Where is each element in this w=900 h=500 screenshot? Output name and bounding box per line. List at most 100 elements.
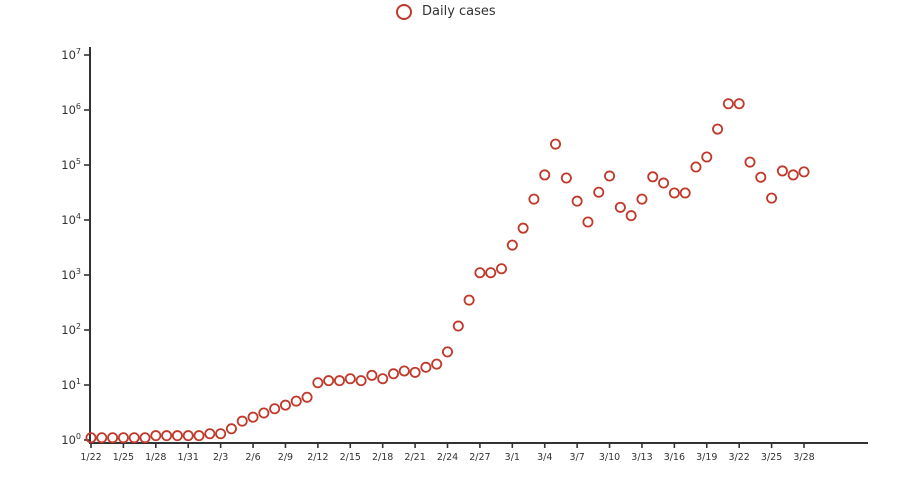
x-tick-label: 3/25 xyxy=(761,452,782,463)
y-axis: 100 101 102 103 104 105 106 107 xyxy=(61,47,90,447)
x-tick-label: 1/22 xyxy=(80,452,101,463)
data-point xyxy=(485,267,497,279)
data-point xyxy=(712,123,724,135)
data-point xyxy=(571,195,583,207)
y-tick-label: 101 xyxy=(61,377,81,392)
data-point xyxy=(582,216,594,228)
x-tick-label: 2/9 xyxy=(278,452,293,463)
data-point xyxy=(301,391,313,403)
data-point xyxy=(420,361,432,373)
data-point xyxy=(96,432,108,444)
x-tick-label: 3/4 xyxy=(537,452,552,463)
x-tick-label: 2/12 xyxy=(307,452,328,463)
data-point xyxy=(193,430,205,442)
data-point xyxy=(236,415,248,427)
data-point xyxy=(658,177,670,189)
data-point xyxy=(128,432,140,444)
x-tick-label: 2/18 xyxy=(372,452,393,463)
data-point xyxy=(539,169,551,181)
y-tick-label: 107 xyxy=(61,47,81,62)
axes xyxy=(89,47,868,444)
x-tick-label: 1/28 xyxy=(145,452,166,463)
data-point xyxy=(215,428,227,440)
data-point xyxy=(225,423,237,435)
data-point xyxy=(452,320,464,332)
data-point xyxy=(604,170,616,182)
data-point xyxy=(463,294,475,306)
legend: Daily cases xyxy=(396,2,496,22)
data-point xyxy=(550,138,562,150)
data-point xyxy=(593,186,605,198)
x-tick-label: 2/3 xyxy=(213,452,228,463)
data-point xyxy=(398,365,410,377)
data-point xyxy=(690,161,702,173)
x-tick-label: 3/7 xyxy=(569,452,584,463)
x-tick-label: 1/25 xyxy=(113,452,134,463)
data-point xyxy=(182,430,194,442)
y-tick-label: 106 xyxy=(61,102,81,117)
data-points xyxy=(85,98,810,444)
x-tick-label: 3/1 xyxy=(505,452,520,463)
x-tick-label: 2/6 xyxy=(245,452,260,463)
y-tick-label: 104 xyxy=(61,212,81,227)
data-point xyxy=(247,411,259,423)
data-point xyxy=(744,156,756,168)
data-point xyxy=(117,432,129,444)
data-point xyxy=(636,193,648,205)
data-point xyxy=(139,432,151,444)
data-point xyxy=(766,192,778,204)
data-point xyxy=(312,377,324,389)
data-point xyxy=(150,430,162,442)
legend-marker-icon xyxy=(396,4,412,20)
data-point xyxy=(161,430,173,442)
y-tick-label: 105 xyxy=(61,157,81,172)
data-point xyxy=(787,169,799,181)
data-point xyxy=(722,98,734,110)
data-point xyxy=(474,267,486,279)
x-tick-label: 2/15 xyxy=(340,452,361,463)
data-point xyxy=(776,165,788,177)
data-point xyxy=(333,375,345,387)
data-point xyxy=(614,201,626,213)
data-point xyxy=(517,222,529,234)
data-point xyxy=(496,263,508,275)
legend-label: Daily cases xyxy=(422,4,496,19)
data-point xyxy=(733,98,745,110)
x-tick-label: 1/31 xyxy=(178,452,199,463)
data-point xyxy=(409,366,421,378)
data-point xyxy=(258,407,270,419)
y-tick-label: 100 xyxy=(61,432,81,447)
data-point xyxy=(344,373,356,385)
x-tick-label: 3/13 xyxy=(631,452,652,463)
data-point xyxy=(171,430,183,442)
data-point xyxy=(625,210,637,222)
x-tick-label: 2/24 xyxy=(437,452,458,463)
data-point xyxy=(85,432,97,444)
data-point xyxy=(798,166,810,178)
data-point xyxy=(701,151,713,163)
y-tick-label: 102 xyxy=(61,322,81,337)
x-axis: 1/22 1/25 1/28 1/31 2/3 2/6 2/9 2/12 2/15 2/18 2/2… xyxy=(80,443,815,463)
data-point xyxy=(647,171,659,183)
x-tick-label: 3/10 xyxy=(599,452,620,463)
data-point xyxy=(431,358,443,370)
x-tick-label: 3/16 xyxy=(664,452,685,463)
x-tick-label: 2/27 xyxy=(469,452,490,463)
data-point xyxy=(387,368,399,380)
x-tick-label: 3/22 xyxy=(729,452,750,463)
data-point xyxy=(290,395,302,407)
data-point xyxy=(204,428,216,440)
data-point xyxy=(506,239,518,251)
data-point xyxy=(323,375,335,387)
data-point xyxy=(560,172,572,184)
data-point xyxy=(679,187,691,199)
x-tick-label: 3/28 xyxy=(793,452,814,463)
data-point xyxy=(279,399,291,411)
data-point xyxy=(355,375,367,387)
data-point xyxy=(441,346,453,358)
data-point xyxy=(366,369,378,381)
data-point xyxy=(528,193,540,205)
y-tick-label: 103 xyxy=(61,267,81,282)
